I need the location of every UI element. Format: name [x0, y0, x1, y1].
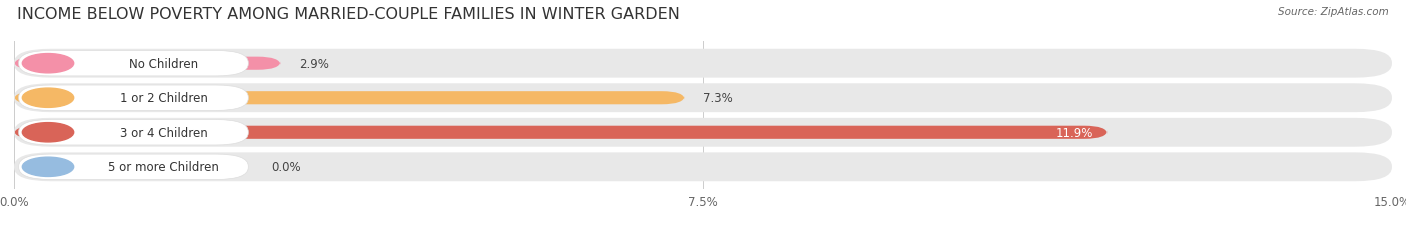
- Text: 11.9%: 11.9%: [1056, 126, 1094, 139]
- FancyBboxPatch shape: [14, 50, 1392, 78]
- FancyBboxPatch shape: [18, 155, 249, 180]
- Text: INCOME BELOW POVERTY AMONG MARRIED-COUPLE FAMILIES IN WINTER GARDEN: INCOME BELOW POVERTY AMONG MARRIED-COUPL…: [17, 7, 679, 22]
- Circle shape: [22, 123, 73, 142]
- FancyBboxPatch shape: [18, 86, 249, 111]
- FancyBboxPatch shape: [14, 126, 1107, 139]
- Text: No Children: No Children: [129, 58, 198, 70]
- Circle shape: [22, 89, 73, 108]
- FancyBboxPatch shape: [14, 57, 280, 70]
- FancyBboxPatch shape: [14, 84, 1392, 113]
- Text: 1 or 2 Children: 1 or 2 Children: [120, 92, 208, 105]
- FancyBboxPatch shape: [14, 118, 1392, 147]
- FancyBboxPatch shape: [14, 153, 1392, 181]
- Circle shape: [22, 158, 73, 177]
- Circle shape: [22, 54, 73, 73]
- FancyBboxPatch shape: [14, 92, 685, 105]
- Text: 7.3%: 7.3%: [703, 92, 733, 105]
- Text: Source: ZipAtlas.com: Source: ZipAtlas.com: [1278, 7, 1389, 17]
- FancyBboxPatch shape: [18, 51, 249, 76]
- Text: 0.0%: 0.0%: [271, 161, 301, 173]
- Text: 2.9%: 2.9%: [299, 58, 329, 70]
- Text: 3 or 4 Children: 3 or 4 Children: [120, 126, 208, 139]
- FancyBboxPatch shape: [18, 120, 249, 145]
- Text: 5 or more Children: 5 or more Children: [108, 161, 219, 173]
